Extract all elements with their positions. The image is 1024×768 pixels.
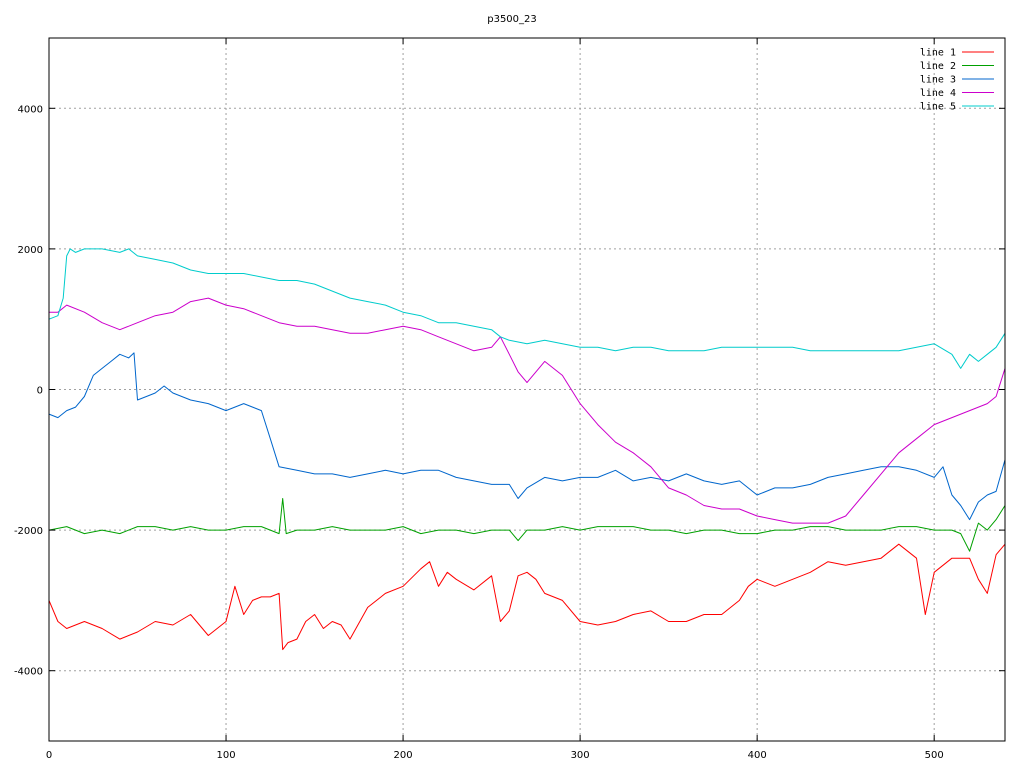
x-tick-label: 200 — [394, 750, 413, 761]
x-tick-label: 300 — [571, 750, 590, 761]
legend: line 1 line 2 line 3 line 4 line 5 — [920, 48, 994, 113]
legend-label-4: line 4 — [920, 88, 956, 99]
legend-label-2: line 2 — [920, 61, 956, 72]
axis-ticks: 0 100 200 300 400 500 -4000 -2000 0 2000 4000 — [14, 38, 1005, 761]
y-tick-label: 2000 — [18, 245, 43, 256]
plot-frame — [48, 37, 1006, 742]
series-line-3 — [48, 352, 1006, 521]
series-line-4 — [49, 297, 1006, 524]
series-line-2 — [48, 498, 1006, 552]
y-tick-label: -2000 — [14, 526, 43, 537]
x-tick-label: 500 — [925, 750, 944, 761]
y-tick-label: 4000 — [18, 104, 43, 115]
series-line-5 — [48, 248, 1006, 369]
grid — [49, 38, 1005, 741]
y-tick-label: -4000 — [14, 667, 43, 678]
x-tick-label: 100 — [216, 750, 235, 761]
chart-title: p3500_23 — [487, 14, 537, 25]
legend-label-3: line 3 — [920, 75, 956, 86]
legend-label-1: line 1 — [920, 48, 956, 59]
legend-label-5: line 5 — [920, 102, 956, 113]
series-line-1 — [48, 543, 1006, 651]
x-tick-label: 400 — [748, 750, 767, 761]
y-tick-label: 0 — [37, 386, 43, 397]
x-tick-label: 0 — [46, 750, 52, 761]
series-group — [48, 248, 1006, 651]
